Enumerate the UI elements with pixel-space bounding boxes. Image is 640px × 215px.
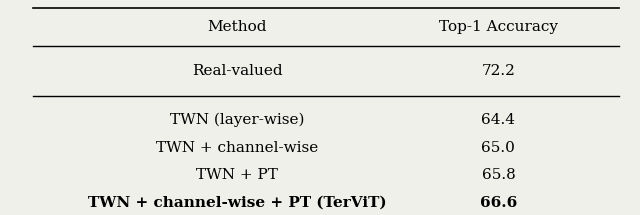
Text: 65.0: 65.0	[481, 141, 515, 155]
Text: TWN + channel-wise: TWN + channel-wise	[156, 141, 318, 155]
Text: 66.6: 66.6	[480, 196, 517, 210]
Text: 64.4: 64.4	[481, 113, 515, 127]
Text: TWN + PT: TWN + PT	[196, 168, 278, 182]
Text: 65.8: 65.8	[481, 168, 515, 182]
Text: TWN + channel-wise + PT (TerViT): TWN + channel-wise + PT (TerViT)	[88, 196, 387, 210]
Text: Real-valued: Real-valued	[192, 64, 282, 78]
Text: Top-1 Accuracy: Top-1 Accuracy	[439, 20, 558, 34]
Text: 72.2: 72.2	[481, 64, 515, 78]
Text: TWN (layer-wise): TWN (layer-wise)	[170, 113, 305, 127]
Text: Method: Method	[207, 20, 267, 34]
